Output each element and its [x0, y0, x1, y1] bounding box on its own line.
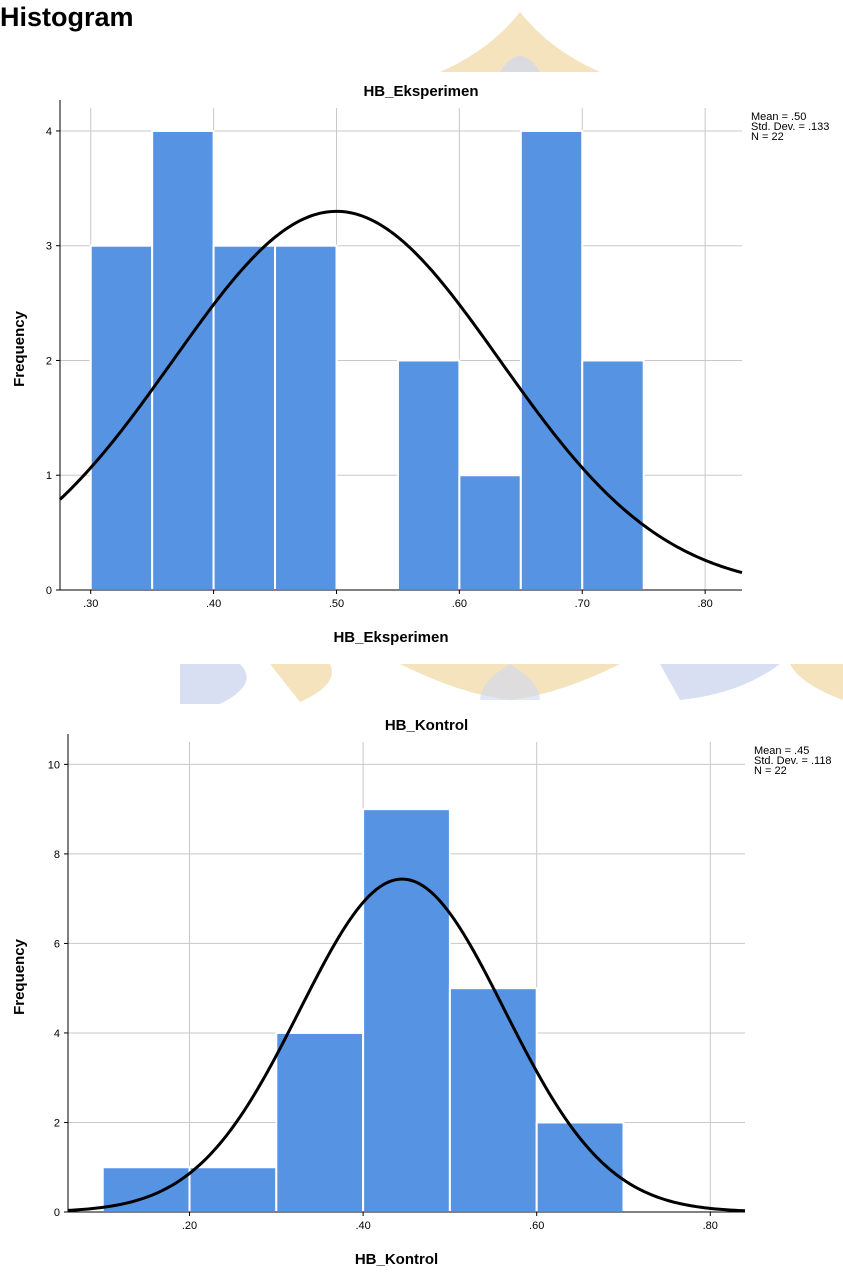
x-tick-label: .40 [206, 598, 221, 610]
x-tick-label: .40 [355, 1220, 370, 1232]
histogram-bar [362, 808, 451, 1214]
histogram-bar [396, 359, 461, 591]
stats-line: Std. Dev. = .133 [751, 121, 829, 133]
y-axis-label: Frequency [11, 938, 28, 1015]
y-tick-label: 3 [46, 241, 52, 253]
watermark-seal-top [440, 12, 600, 72]
x-tick-label: .80 [703, 1220, 718, 1232]
histogram-bar [151, 129, 215, 591]
histogram-bar [212, 244, 277, 591]
histogram-chart-eksperimen: 0 1 2 3 4 .30 .40 .50 .60 .70 .80 HB_Eksperimen HB_E… [11, 83, 829, 646]
x-tick-label: .80 [697, 598, 712, 610]
y-tick-label: 10 [48, 759, 60, 771]
page-heading: Histogram [0, 2, 134, 32]
y-tick-label: 6 [54, 938, 60, 950]
stats-line: Mean = .45 [754, 745, 809, 757]
y-tick-label: 0 [54, 1207, 60, 1219]
y-tick-label: 2 [54, 1117, 60, 1129]
y-tick-label: 8 [54, 849, 60, 861]
x-tick-label: .50 [329, 598, 344, 610]
histogram-bar [89, 244, 154, 591]
stats-line: Std. Dev. = .118 [754, 755, 832, 767]
histogram-bar [581, 359, 645, 591]
histogram-bar [519, 129, 584, 591]
y-tick-label: 4 [54, 1028, 60, 1040]
histogram-bar [535, 1121, 625, 1214]
x-axis-label: HB_Kontrol [355, 1251, 438, 1268]
y-axis-label: Frequency [11, 310, 28, 387]
stats-line: Mean = .50 [751, 111, 806, 123]
histogram-bar [448, 987, 538, 1214]
histogram-bar [275, 1031, 365, 1214]
y-tick-label: 0 [46, 585, 52, 597]
y-tick-label: 1 [46, 470, 52, 482]
histogram-bar [458, 474, 522, 591]
x-tick-label: .60 [529, 1220, 544, 1232]
histogram-chart-kontrol: 0 2 4 6 8 10 .20 .40 .60 .80 HB_Kontrol HB_Kontrol F… [11, 717, 832, 1268]
x-tick-label: .60 [452, 598, 467, 610]
x-tick-label: .20 [182, 1220, 197, 1232]
stats-line: N = 22 [754, 765, 787, 777]
histogram-bar [274, 244, 338, 591]
normal-curve [67, 877, 746, 1213]
y-tick-label: 2 [46, 355, 52, 367]
x-axis-label: HB_Eksperimen [333, 629, 448, 646]
chart-title: HB_Kontrol [385, 717, 468, 734]
x-tick-label: .30 [83, 598, 98, 610]
x-tick-label: .70 [575, 598, 590, 610]
normal-curve [58, 209, 743, 575]
watermark-seal-middle [180, 664, 843, 704]
histogram-bar [188, 1166, 278, 1214]
stats-line: N = 22 [751, 131, 784, 143]
y-tick-label: 4 [46, 126, 52, 138]
chart-title: HB_Eksperimen [363, 83, 478, 100]
